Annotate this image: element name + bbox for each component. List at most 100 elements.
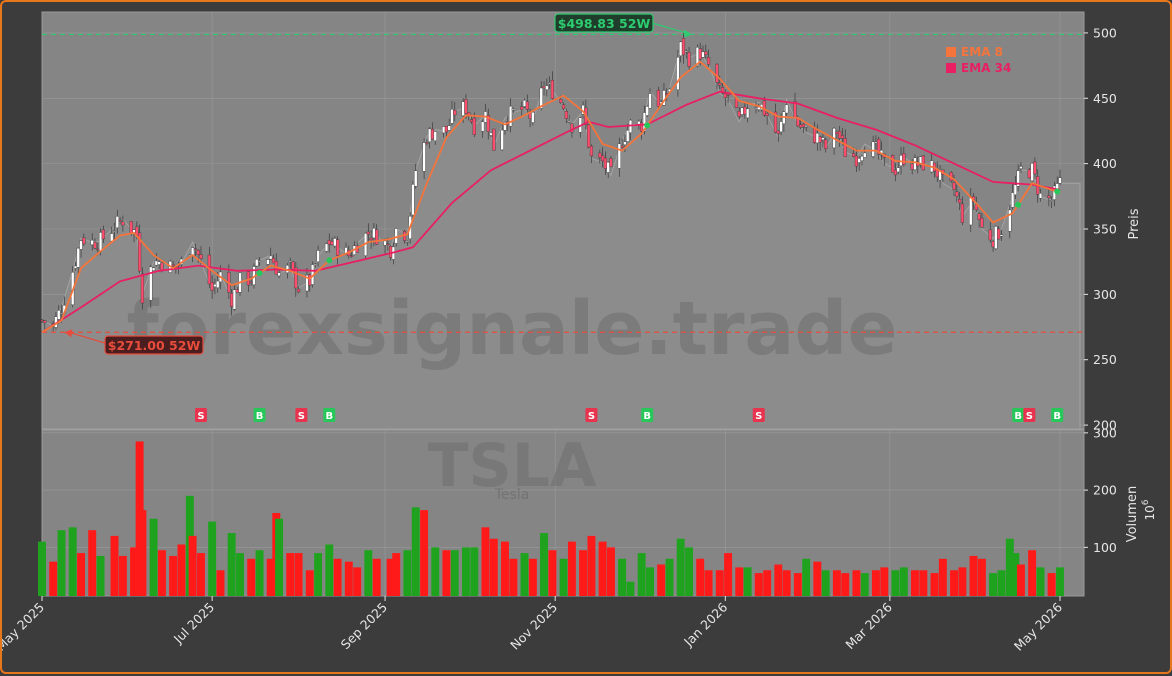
- volume-bar: [1056, 567, 1064, 596]
- volume-bar: [294, 553, 303, 596]
- candle-body: [213, 284, 217, 287]
- volume-bar: [841, 573, 850, 596]
- candle-body: [626, 129, 630, 142]
- candle-body: [567, 121, 571, 123]
- volume-bar: [49, 561, 58, 596]
- candle-body: [59, 313, 64, 315]
- candle-body: [896, 167, 900, 173]
- candle-body: [255, 259, 259, 267]
- ema-cross-marker: [1015, 201, 1022, 208]
- candle-body: [799, 124, 803, 128]
- volume-axis-title: Volumen: [1125, 486, 1140, 543]
- signal-label: B: [1014, 411, 1022, 422]
- volume-tick-label: 100: [1093, 540, 1117, 555]
- candle-body: [115, 216, 119, 228]
- volume-bar: [344, 561, 353, 596]
- candle-body: [542, 86, 546, 89]
- signal-label: S: [755, 411, 762, 422]
- volume-bar: [353, 567, 362, 596]
- candle-body: [645, 106, 649, 116]
- volume-bar: [989, 573, 998, 596]
- candle-body: [266, 259, 270, 265]
- ema34-line: [41, 90, 1061, 334]
- candle-body: [877, 138, 881, 155]
- volume-bar: [461, 547, 470, 596]
- volume-bar: [919, 570, 928, 596]
- volume-axis-exponent: 106: [1141, 499, 1157, 520]
- ema-cross-marker: [326, 257, 333, 264]
- candle-body: [824, 139, 828, 149]
- candle-body: [366, 231, 370, 235]
- candle-body: [779, 121, 783, 133]
- price-tick-label: 450: [1093, 91, 1117, 106]
- volume-bar: [969, 555, 978, 596]
- volume-bar: [333, 558, 342, 596]
- candle-body: [642, 112, 647, 132]
- candle-body: [874, 141, 878, 144]
- candle-body: [520, 106, 524, 110]
- candle-body: [118, 219, 122, 222]
- candle-body: [43, 320, 47, 324]
- candle-body: [564, 111, 568, 119]
- legend-swatch: [946, 47, 956, 57]
- 52w-low-arrowhead: [64, 329, 73, 338]
- volume-bar: [891, 570, 900, 596]
- candle-body: [818, 136, 822, 143]
- candle-body: [112, 230, 117, 232]
- candle-body: [291, 261, 295, 270]
- candle-body: [684, 50, 688, 53]
- candle-body: [918, 156, 923, 164]
- candle-body: [90, 239, 94, 245]
- candle-body: [871, 141, 875, 157]
- volume-bar: [520, 553, 529, 596]
- volume-bar: [950, 570, 958, 596]
- candle-body: [96, 248, 100, 251]
- volume-bar: [431, 547, 440, 596]
- candle-body: [539, 87, 543, 109]
- candle-body: [687, 52, 691, 67]
- volume-bar: [997, 570, 1006, 596]
- candle-body: [785, 104, 789, 114]
- volume-bar: [227, 533, 236, 596]
- sell-signal-badge: [1023, 408, 1036, 422]
- candle-body: [433, 131, 437, 141]
- volume-bar: [802, 558, 811, 596]
- candle-body: [129, 221, 133, 233]
- ticker-subtitle: Tesla: [494, 487, 530, 503]
- candle-body: [589, 145, 594, 157]
- candle-body: [1019, 166, 1023, 169]
- candle-body: [843, 138, 847, 157]
- candle-body: [1058, 177, 1062, 184]
- candle-body: [723, 93, 727, 98]
- volume-bar: [38, 541, 46, 596]
- candle-body: [140, 273, 145, 304]
- volume-bar: [1047, 573, 1056, 596]
- candle-body: [430, 129, 435, 140]
- volume-bar: [860, 573, 869, 596]
- candle-body: [706, 56, 711, 65]
- candle-body: [891, 155, 895, 173]
- candle-body: [994, 226, 998, 249]
- volume-bar: [618, 558, 627, 596]
- legend: EMA 8 EMA 34: [946, 45, 1011, 75]
- candle-body: [492, 128, 496, 151]
- sell-signal-badge: [194, 408, 207, 422]
- date-tick-label: May 2025: [2, 600, 47, 654]
- candle-body: [327, 240, 331, 245]
- volume-bar: [646, 567, 654, 596]
- candle-body: [296, 288, 301, 293]
- candle-body: [232, 289, 237, 310]
- candle-body: [1033, 161, 1037, 175]
- candle-body: [171, 264, 175, 267]
- volume-bar: [266, 558, 275, 596]
- volume-bar: [411, 507, 420, 596]
- volume-bar: [118, 555, 127, 596]
- volume-bar: [325, 544, 334, 596]
- candle-body: [101, 229, 105, 240]
- candle-body: [230, 293, 234, 307]
- candle-body: [472, 117, 476, 136]
- buy-signal-badge: [253, 408, 266, 422]
- ema-cross-marker: [644, 122, 651, 129]
- volume-bar: [247, 558, 256, 596]
